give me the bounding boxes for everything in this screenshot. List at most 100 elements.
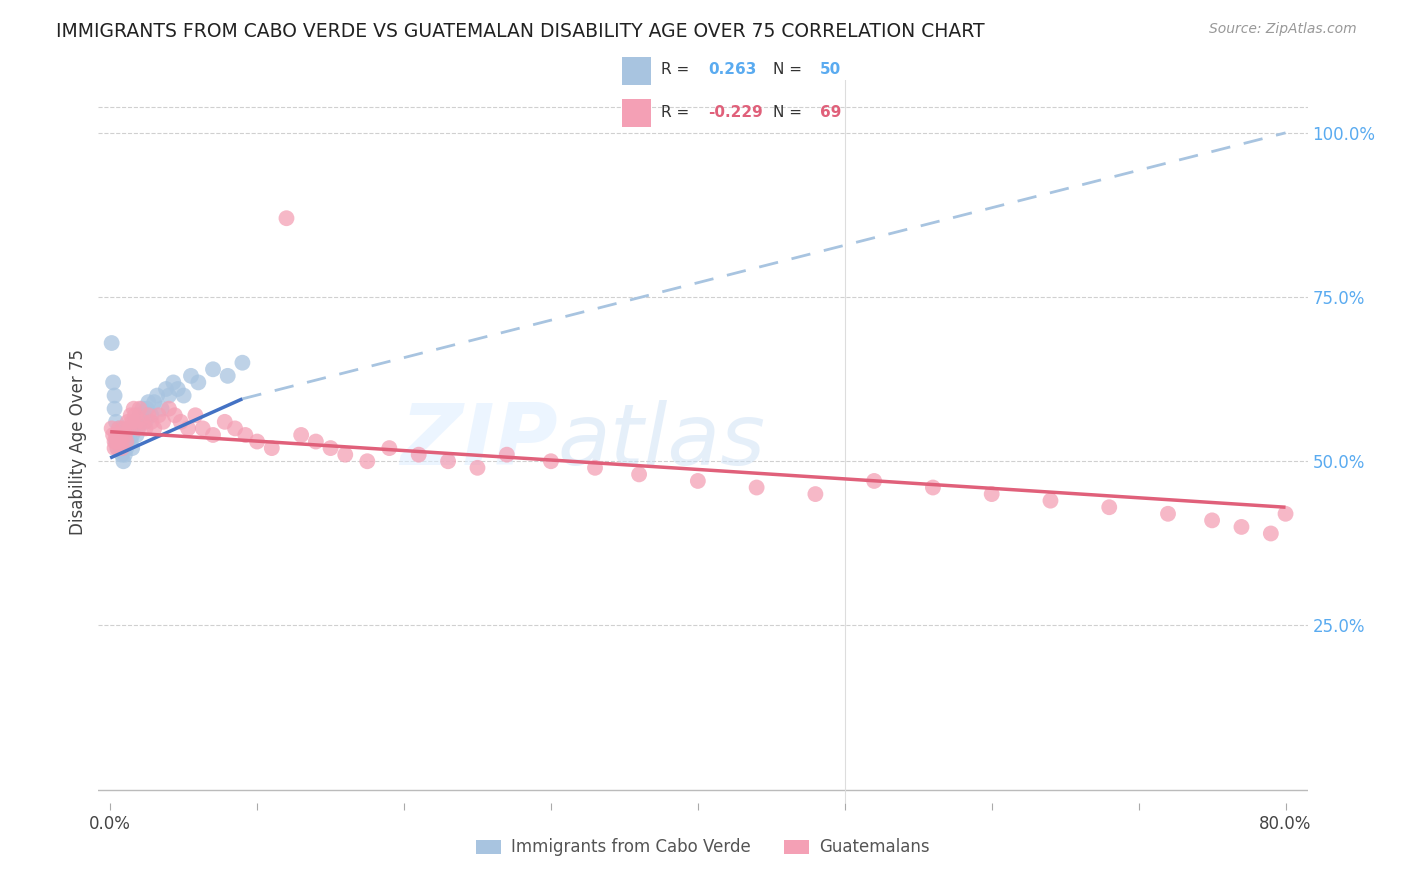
Point [122,401,145,416]
Point [148,409,170,423]
Point [138,395,160,409]
Point [202,428,225,442]
Point [150,401,173,416]
Point [217,368,239,383]
Bar [621,57,651,85]
Point [118,421,141,435]
Legend: Immigrants from Cabo Verde, Guatemalans: Immigrants from Cabo Verde, Guatemalans [470,831,936,863]
Point [319,441,342,455]
Point [121,441,143,455]
Point [495,448,517,462]
Point [141,415,163,429]
Point [111,448,134,462]
Point [125,428,148,442]
Point [141,409,163,423]
Point [112,421,135,435]
Point [202,362,225,376]
Point [131,415,153,429]
Point [804,487,827,501]
Point [177,421,200,435]
Text: -0.229: -0.229 [707,104,762,120]
Point [117,434,139,449]
Point [115,428,138,442]
Point [121,415,143,429]
Point [107,434,129,449]
Point [115,434,138,449]
Point [863,474,886,488]
Point [260,441,283,455]
Point [134,415,156,429]
Point [124,409,146,423]
Point [1260,526,1282,541]
Point [110,428,132,442]
Point [163,409,186,423]
Point [122,421,145,435]
Point [117,415,139,429]
Text: N =: N = [773,62,801,78]
Point [628,467,651,482]
Point [111,441,134,455]
Text: 0.263: 0.263 [707,62,756,78]
Point [1274,507,1296,521]
Point [121,428,143,442]
Point [152,415,174,429]
Point [184,409,207,423]
Point [107,441,129,455]
Point [162,376,184,390]
Point [246,434,269,449]
Point [335,448,357,462]
Point [467,460,489,475]
Point [101,428,124,442]
Point [540,454,562,468]
Point [980,487,1002,501]
Point [1157,507,1180,521]
Point [138,409,160,423]
Point [108,421,131,435]
Point [378,441,401,455]
Point [128,401,150,416]
Point [146,388,169,402]
Text: R =: R = [661,104,695,120]
Point [107,428,129,442]
Point [110,441,132,455]
Point [120,409,142,423]
Point [583,460,606,475]
Point [224,421,246,435]
Point [408,448,430,462]
Point [132,409,155,423]
Point [166,382,188,396]
Point [922,481,945,495]
Point [356,454,378,468]
Point [143,395,166,409]
Point [120,434,142,449]
Point [127,421,149,435]
Point [134,421,156,435]
Point [108,434,131,449]
Point [110,428,132,442]
Point [155,382,177,396]
Point [107,441,129,455]
Point [686,474,709,488]
Point [276,211,298,226]
Point [111,434,134,449]
Point [103,401,125,416]
Point [114,434,136,449]
Point [143,421,166,435]
Point [125,415,148,429]
Point [105,415,128,429]
Point [173,388,195,402]
Point [157,401,180,416]
Point [111,434,134,449]
Text: atlas: atlas [558,400,766,483]
Point [100,421,122,435]
Bar [621,99,651,127]
Point [108,421,131,435]
Point [100,336,122,351]
Point [105,428,128,442]
Point [191,421,214,435]
Point [127,421,149,435]
Text: N =: N = [773,104,801,120]
Point [180,368,202,383]
Point [305,434,328,449]
Y-axis label: Disability Age Over 75: Disability Age Over 75 [69,349,87,534]
